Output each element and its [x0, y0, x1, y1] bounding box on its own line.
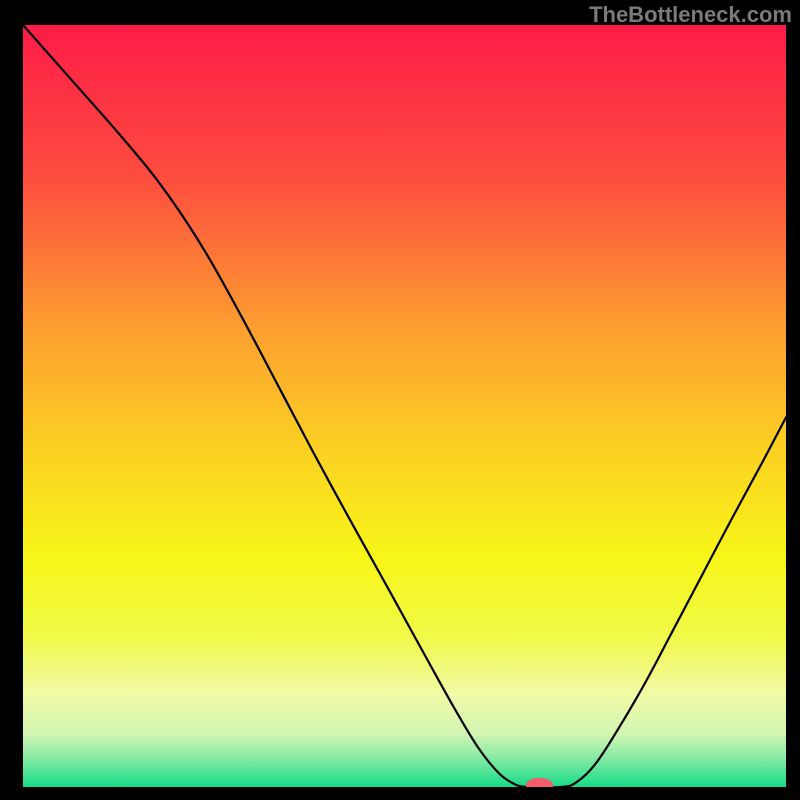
chart-svg — [23, 25, 786, 787]
plot-area — [23, 25, 786, 787]
gradient-background — [23, 25, 786, 787]
watermark-text: TheBottleneck.com — [589, 2, 792, 28]
